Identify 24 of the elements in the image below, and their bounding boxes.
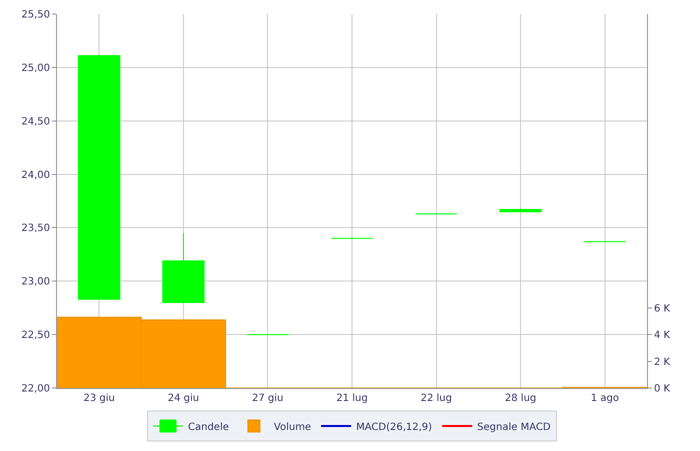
y-tick-label: 24,50 <box>21 116 50 128</box>
y-tick-label: 22,00 <box>21 384 50 394</box>
y2-tick-label: 4 K <box>654 330 671 342</box>
x-tick-label: 22 lug <box>420 393 452 404</box>
y-tick-label: 23,50 <box>21 223 50 234</box>
y2-tick-label: 6 K <box>654 303 671 314</box>
candlestick <box>162 232 205 304</box>
x-tick-label: 1 ago <box>590 393 619 404</box>
y-tick-label: 24,00 <box>21 170 50 181</box>
y-tick-label: 25,00 <box>21 62 50 74</box>
y-tick-label: 23,00 <box>21 276 50 288</box>
legend-label: Volume <box>274 422 312 433</box>
x-tick-label: 24 giu <box>168 393 200 404</box>
legend-label: MACD(26,12,9) <box>356 422 432 433</box>
x-tick-label: 23 giu <box>83 393 115 404</box>
legend-label: Candele <box>188 422 229 433</box>
x-tick-label: 27 giu <box>252 393 284 404</box>
y2-tick-label: 2 K <box>654 356 671 368</box>
x-tick-label: 28 lug <box>504 393 536 404</box>
y2-tick-label: 0 K <box>654 384 671 394</box>
x-tick-label: 21 lug <box>336 393 368 404</box>
y-tick-label: 25,50 <box>21 10 50 20</box>
legend-label: Segnale MACD <box>477 422 551 433</box>
y-tick-label: 22,50 <box>21 330 50 342</box>
